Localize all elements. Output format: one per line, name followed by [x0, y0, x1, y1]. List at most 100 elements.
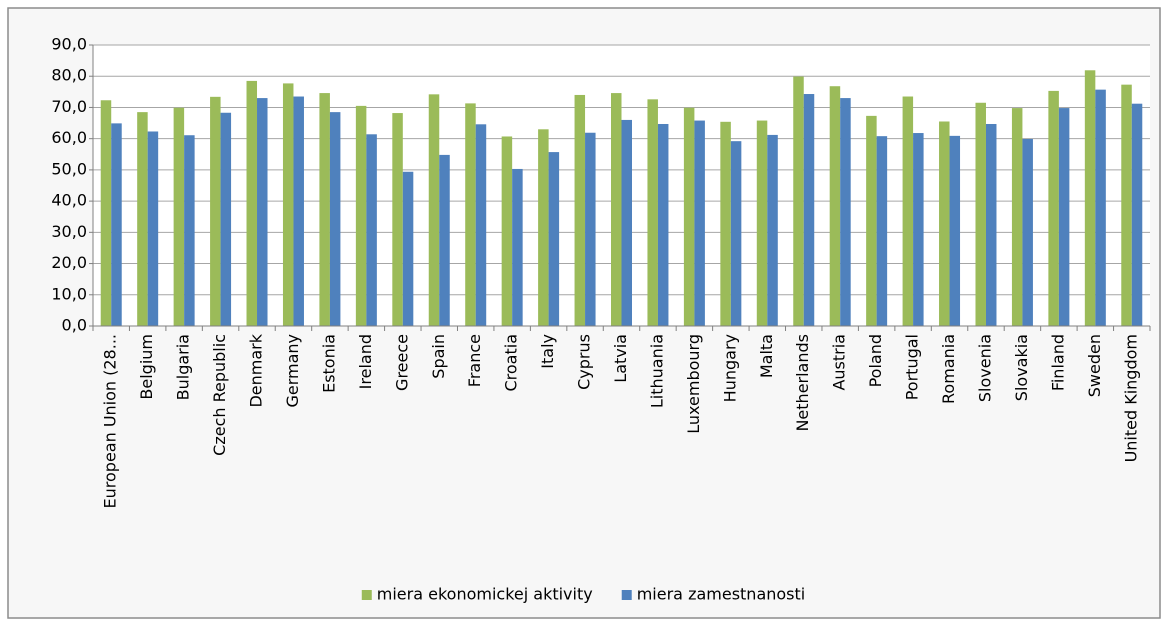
- y-tick-label: 50,0: [51, 159, 87, 178]
- x-tick-label: Estonia: [319, 334, 338, 393]
- bar: [720, 121, 731, 326]
- x-tick-label: Lithuania: [647, 334, 666, 408]
- x-tick-label: Austria: [830, 334, 849, 391]
- bar: [184, 135, 195, 326]
- bar: [621, 119, 632, 326]
- x-tick-label: Italy: [538, 334, 557, 369]
- bar: [147, 131, 159, 326]
- bar: [767, 134, 778, 326]
- bar: [574, 94, 586, 326]
- bar: [1058, 108, 1070, 327]
- bar: [173, 107, 185, 326]
- bar: [548, 152, 560, 326]
- y-tick-label: 30,0: [51, 222, 87, 241]
- bar: [428, 94, 440, 326]
- bar: [803, 94, 815, 326]
- bar: [730, 141, 742, 326]
- x-tick-label: Cyprus: [575, 334, 594, 390]
- bar: [257, 98, 268, 326]
- bar: [282, 83, 294, 326]
- legend-label: miera zamestnanosti: [637, 585, 806, 604]
- bar: [501, 136, 513, 326]
- x-tick-label: Spain: [429, 334, 448, 379]
- y-tick-label: 60,0: [51, 128, 87, 147]
- y-tick-label: 80,0: [51, 66, 87, 85]
- x-tick-label: Malta: [757, 334, 776, 378]
- bar: [319, 93, 330, 327]
- bar: [647, 99, 658, 327]
- bar: [246, 80, 258, 327]
- x-tick-label: Czech Republic: [210, 334, 229, 456]
- bar: [220, 112, 232, 326]
- bar: [756, 120, 768, 327]
- x-tick-label: Ireland: [356, 334, 375, 389]
- x-tick-label: Croatia: [502, 334, 521, 392]
- bar: [538, 129, 549, 326]
- bar: [439, 154, 450, 326]
- x-tick-label: Luxembourg: [684, 334, 703, 434]
- bar: [866, 115, 877, 326]
- bar: [137, 112, 148, 326]
- y-tick-label: 70,0: [51, 97, 87, 116]
- x-tick-label: Romania: [939, 334, 958, 404]
- bar: [1095, 89, 1106, 326]
- bar: [293, 96, 304, 327]
- x-tick-label: Netherlands: [793, 334, 812, 432]
- bar: [402, 171, 414, 326]
- bar: [975, 102, 986, 326]
- x-tick-label: European Union (28...: [101, 334, 120, 508]
- bar: [902, 96, 914, 327]
- bar: [475, 124, 487, 326]
- y-tick-label: 10,0: [51, 284, 87, 303]
- bar: [1022, 138, 1033, 326]
- x-tick-label: Sweden: [1085, 334, 1104, 397]
- x-tick-label: Belgium: [137, 334, 156, 400]
- bar: [1048, 90, 1059, 326]
- x-tick-label: Slovenia: [975, 334, 994, 402]
- x-tick-label: Denmark: [247, 333, 266, 407]
- bar: [100, 100, 112, 326]
- bar: [611, 93, 622, 327]
- legend-swatch: [361, 590, 372, 600]
- bar: [329, 112, 341, 326]
- bar: [829, 86, 841, 326]
- bar: [876, 136, 888, 326]
- legend-swatch: [621, 590, 632, 600]
- bar: [793, 76, 804, 326]
- bar: [111, 123, 122, 327]
- bar: [1011, 108, 1023, 327]
- x-tick-label: Hungary: [720, 334, 739, 402]
- bar: [694, 120, 705, 327]
- x-tick-label: Germany: [283, 334, 302, 408]
- x-tick-label: Latvia: [611, 334, 630, 383]
- bar: [683, 107, 695, 326]
- x-tick-label: Greece: [392, 334, 411, 391]
- bar: [465, 103, 476, 326]
- bar: [949, 135, 961, 326]
- x-tick-label: Slovakia: [1012, 334, 1031, 401]
- legend-label: miera ekonomickej aktivity: [377, 585, 593, 604]
- y-tick-label: 40,0: [51, 191, 87, 210]
- bar: [585, 132, 596, 326]
- y-tick-label: 20,0: [51, 253, 87, 272]
- bar: [657, 123, 669, 327]
- bar: [985, 123, 997, 327]
- bar: [840, 98, 851, 326]
- bar: [355, 105, 367, 326]
- bar: [366, 134, 377, 326]
- x-tick-label: Poland: [866, 334, 885, 387]
- bar: [210, 96, 221, 326]
- bar: [1131, 103, 1143, 326]
- bar: [1084, 70, 1096, 326]
- x-tick-label: United Kingdom: [1121, 334, 1140, 462]
- bar: [512, 168, 523, 326]
- bar: [392, 113, 403, 326]
- x-tick-label: Finland: [1048, 334, 1067, 391]
- bar: [939, 121, 950, 326]
- x-tick-label: Portugal: [903, 334, 922, 400]
- y-tick-label: 0,0: [62, 316, 87, 335]
- x-tick-label: France: [465, 334, 484, 387]
- x-tick-label: Bulgaria: [174, 334, 193, 400]
- y-tick-label: 90,0: [51, 35, 87, 54]
